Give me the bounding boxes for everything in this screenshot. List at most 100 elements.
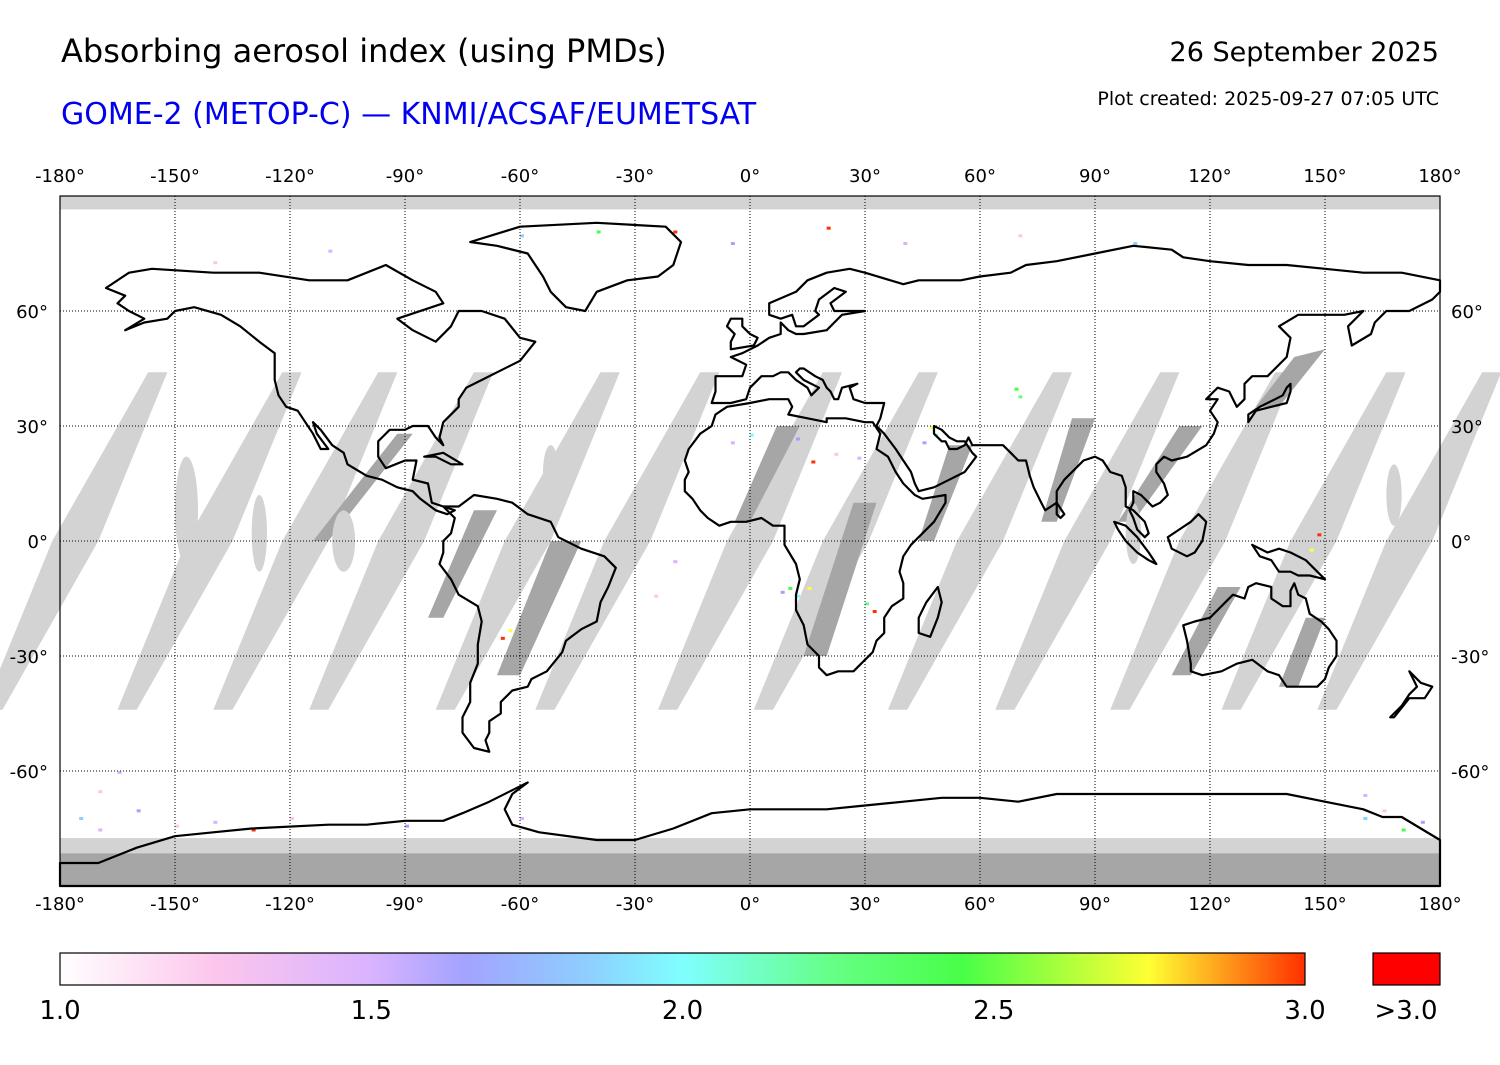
data-gap-blob-3 xyxy=(378,533,394,595)
land-orbit-gap-1 xyxy=(428,510,497,618)
coastline-eurasia xyxy=(710,244,1442,539)
colorbar-tick-label: 2.5 xyxy=(973,996,1014,1026)
colorbar: 1.0 1.5 2.0 2.5 3.0 >3.0 xyxy=(39,952,1441,1026)
aerosol-pixel-16 xyxy=(788,587,793,590)
coastline-antarctica xyxy=(58,781,1442,888)
orbit-gap-2 xyxy=(213,372,398,710)
map-title: Absorbing aerosol index (using PMDs) xyxy=(61,32,667,70)
lat-tick-label-right: 30° xyxy=(1451,417,1483,438)
aerosol-pixel-23 xyxy=(508,629,513,633)
orbit-gap-3 xyxy=(309,372,494,710)
lon-tick-label-bottom: 60° xyxy=(964,894,996,915)
aerosol-pixel-45 xyxy=(1382,809,1387,813)
land-orbit-gap-6 xyxy=(1041,418,1095,522)
lon-tick-label-bottom: 180° xyxy=(1418,894,1461,915)
colorbar-tick-label: 1.5 xyxy=(351,996,392,1026)
aerosol-pixel-24 xyxy=(1018,395,1023,399)
aerosol-pixel-38 xyxy=(290,817,294,820)
aerosol-pixel-43 xyxy=(1420,820,1425,824)
aerosol-pixel-11 xyxy=(750,433,754,437)
coastline-new-zealand xyxy=(1389,670,1434,719)
lon-tick-label-bottom: 120° xyxy=(1188,894,1231,915)
lon-tick-label-bottom: -150° xyxy=(150,894,200,915)
lon-tick-label-top: 180° xyxy=(1418,166,1461,187)
lon-tick-label-top: 120° xyxy=(1188,166,1231,187)
lon-tick-label-top: 150° xyxy=(1303,166,1346,187)
data-gap-blob-7 xyxy=(1386,464,1402,526)
lat-tick-label-left: 0° xyxy=(28,532,48,553)
lat-tick-label-left: 30° xyxy=(16,417,48,438)
lon-tick-label-top: -30° xyxy=(616,166,654,187)
land-orbit-gap-5 xyxy=(918,445,973,541)
land-orbit-gap-10 xyxy=(1279,617,1325,687)
aerosol-pixel-19 xyxy=(780,590,785,594)
aerosol-pixel-27 xyxy=(930,426,935,429)
colorbar-gradient xyxy=(59,952,1306,986)
aerosol-pixel-30 xyxy=(673,560,678,564)
data-gap-blobs xyxy=(175,445,1402,595)
data-gap-blob-2 xyxy=(332,510,356,572)
lon-tick-label-bottom: -60° xyxy=(501,894,539,915)
coastline-cuba xyxy=(423,451,464,466)
aerosol-pixel-5 xyxy=(730,242,735,245)
lon-tick-label-top: -120° xyxy=(265,166,315,187)
aerosol-pixel-37 xyxy=(213,820,218,824)
lon-tick-label-bottom: 150° xyxy=(1303,894,1346,915)
coastline-madagascar xyxy=(917,585,943,638)
land-orbit-gap-2 xyxy=(497,541,582,676)
lon-tick-label-top: -90° xyxy=(386,166,424,187)
colorbar-tick-label: 3.0 xyxy=(1284,996,1325,1026)
land-orbit-gaps xyxy=(313,349,1325,687)
lat-tick-label-right: -30° xyxy=(1451,647,1489,668)
aerosol-pixel-33 xyxy=(98,828,103,832)
colorbar-overflow-swatch xyxy=(1372,952,1441,986)
lon-tick-label-top: -60° xyxy=(501,166,539,187)
colorbar-tick-label: 1.0 xyxy=(39,996,80,1026)
land-orbit-gap-9 xyxy=(1256,349,1325,407)
aerosol-pixel-4 xyxy=(673,230,678,234)
data-gap-blob-4 xyxy=(543,445,559,499)
aerosol-pixel-46 xyxy=(1363,794,1368,797)
coastline-africa xyxy=(683,398,947,677)
coastline-sri-lanka xyxy=(1055,501,1066,520)
data-gap-blob-1 xyxy=(251,494,267,572)
coastline-new-guinea xyxy=(1251,543,1327,581)
observation-date: 26 September 2025 xyxy=(1169,37,1439,68)
aerosol-pixel-48 xyxy=(1363,817,1368,820)
lat-tick-label-left: -30° xyxy=(10,647,48,668)
aerosol-pixel-36 xyxy=(175,824,179,828)
lon-tick-label-bottom: -90° xyxy=(386,894,424,915)
aerosol-pixel-47 xyxy=(251,828,256,832)
coastlines xyxy=(58,221,1442,888)
lon-tick-label-bottom: -30° xyxy=(616,894,654,915)
colorbar-tick-label: 2.0 xyxy=(662,996,703,1026)
aerosol-pixel-35 xyxy=(79,817,84,820)
lat-tick-label-left: 60° xyxy=(16,302,48,323)
orbit-gap-0 xyxy=(0,372,168,710)
aerosol-pixel-25 xyxy=(1014,387,1019,391)
aerosol-pixel-6 xyxy=(826,226,831,230)
coastline-south-america xyxy=(438,493,617,753)
lon-tick-label-top: 90° xyxy=(1079,166,1111,187)
lon-tick-label-top: 30° xyxy=(849,166,881,187)
lon-tick-label-bottom: 0° xyxy=(740,894,760,915)
lat-tick-label-left: -60° xyxy=(10,762,48,783)
land-orbit-gap-0 xyxy=(313,433,413,541)
orbit-gap-12 xyxy=(1317,372,1500,710)
aerosol-pixel-22 xyxy=(500,636,505,640)
data-gap-blob-6 xyxy=(1079,506,1096,576)
aerosol-pixel-39 xyxy=(405,824,409,828)
coastline-great-britain xyxy=(725,317,759,351)
land-orbit-gap-7 xyxy=(1118,426,1203,522)
plot-created-timestamp: Plot created: 2025-09-27 07:05 UTC xyxy=(1097,88,1439,110)
aerosol-pixel-31 xyxy=(1317,533,1322,537)
aerosol-pixel-12 xyxy=(796,437,800,441)
lon-tick-label-bottom: -120° xyxy=(265,894,315,915)
south-pole-no-data-band xyxy=(60,838,1440,856)
aerosol-pixel-34 xyxy=(136,809,141,813)
aerosol-pixel-9 xyxy=(1133,242,1138,245)
aerosol-pixel-17 xyxy=(796,594,800,598)
lat-tick-label-right: 0° xyxy=(1451,532,1471,553)
lat-tick-label-right: -60° xyxy=(1451,762,1489,783)
